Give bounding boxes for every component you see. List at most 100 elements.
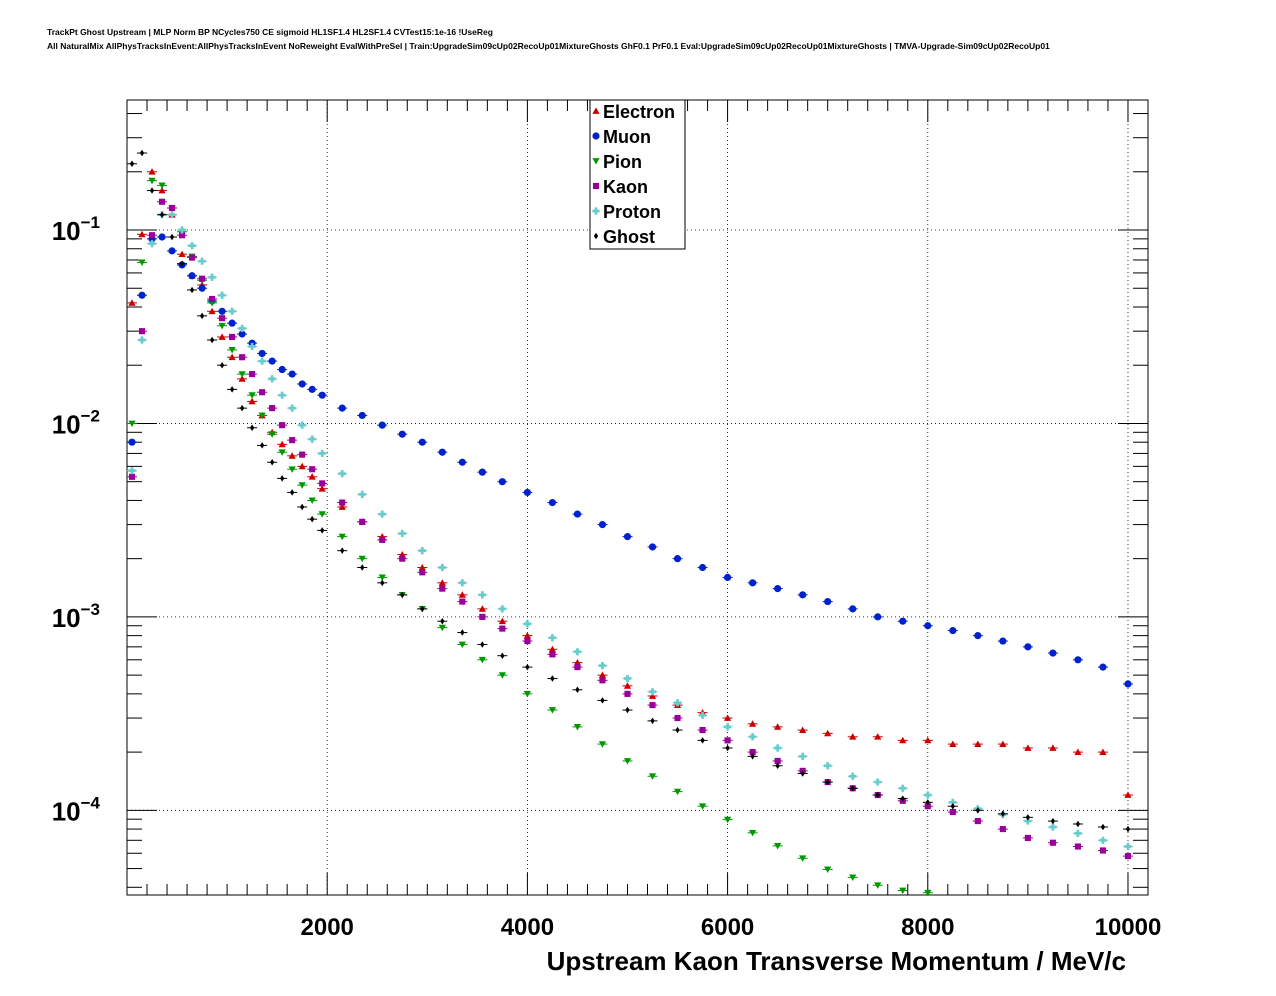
data-point: [218, 322, 226, 330]
data-point: [179, 260, 185, 267]
data-point: [623, 674, 632, 683]
data-point: [188, 242, 196, 250]
data-point: [169, 233, 175, 241]
data-point: [209, 295, 216, 303]
data-point: [849, 772, 857, 780]
data-point: [138, 230, 146, 238]
data-point: [269, 405, 276, 412]
data-point: [950, 802, 955, 810]
data-point: [648, 692, 657, 699]
data-point: [380, 579, 385, 587]
data-point: [850, 785, 855, 792]
data-point: [799, 591, 807, 599]
data-point: [675, 726, 680, 734]
data-point: [649, 702, 656, 709]
data-point: [398, 529, 406, 538]
data-point: [338, 533, 346, 541]
data-point: [1074, 748, 1082, 755]
data-point: [625, 706, 630, 714]
x-tick-label: 10000: [1095, 914, 1162, 941]
data-point: [480, 641, 485, 648]
data-point: [1075, 820, 1081, 828]
data-point: [1124, 791, 1132, 798]
data-point: [574, 664, 581, 671]
x-axis-label: Upstream Kaon Transverse Momentum / MeV/…: [547, 946, 1126, 976]
data-point: [874, 882, 882, 889]
data-point: [1124, 680, 1132, 688]
series-pion: [127, 177, 933, 897]
data-point: [300, 503, 305, 511]
data-point: [1074, 843, 1081, 850]
data-point: [650, 717, 655, 725]
data-point: [723, 723, 732, 731]
data-point: [289, 437, 296, 444]
data-point: [949, 798, 957, 806]
data-point: [1124, 853, 1132, 860]
data-point: [949, 740, 957, 747]
data-point: [128, 438, 136, 446]
data-point: [288, 466, 296, 473]
data-point: [899, 887, 907, 895]
data-point: [523, 632, 531, 639]
legend-box: [589, 99, 686, 250]
data-point: [548, 634, 557, 642]
y-tick-label: 10−3: [52, 600, 100, 633]
data-point: [999, 637, 1007, 645]
series-kaon: [127, 198, 1133, 860]
data-point: [1024, 643, 1032, 651]
data-point: [975, 807, 980, 814]
data-point: [148, 168, 156, 175]
y-tick-base: 10: [52, 796, 81, 826]
data-point: [439, 585, 446, 592]
data-point: [209, 336, 215, 344]
data-point: [698, 711, 707, 719]
legend-label-ghost: Ghost: [603, 227, 655, 247]
x-tick-label: 8000: [901, 914, 954, 941]
data-point: [219, 315, 226, 322]
legend-label-kaon: Kaon: [603, 177, 648, 197]
data-point: [1050, 817, 1056, 825]
data-point: [999, 826, 1006, 833]
data-point: [269, 459, 275, 466]
data-point: [924, 791, 932, 799]
data-point: [548, 498, 557, 507]
data-point: [523, 620, 531, 628]
data-point: [498, 478, 506, 486]
data-point: [598, 741, 607, 748]
legend-label-electron: Electron: [603, 102, 675, 122]
data-point: [458, 579, 466, 587]
data-point: [478, 605, 486, 612]
data-point: [749, 829, 757, 837]
data-point: [673, 555, 682, 563]
data-point: [599, 677, 606, 684]
data-point: [623, 682, 632, 689]
data-point: [749, 720, 757, 727]
data-point: [500, 652, 505, 659]
data-point: [178, 250, 186, 258]
data-point: [460, 629, 465, 636]
data-point: [178, 232, 186, 239]
data-point: [723, 573, 732, 582]
data-point: [924, 889, 932, 897]
data-point: [598, 662, 607, 670]
data-point: [1124, 842, 1132, 851]
data-point: [1025, 814, 1031, 821]
data-point: [899, 617, 907, 625]
data-point: [723, 816, 732, 824]
data-point: [573, 724, 582, 731]
data-point: [949, 808, 956, 816]
data-point: [229, 333, 236, 341]
y-tick-exponent: −1: [81, 213, 100, 232]
data-point: [600, 697, 605, 704]
data-point: [358, 411, 366, 420]
y-tick-labels: 10−110−210−310−4: [52, 213, 101, 826]
legend-marker-ghost: [593, 232, 599, 240]
data-point: [278, 440, 286, 448]
data-point: [279, 475, 285, 482]
data-point: [249, 424, 255, 431]
data-point: [478, 656, 486, 664]
data-point: [750, 753, 755, 760]
data-point: [128, 473, 136, 480]
data-point: [248, 342, 256, 351]
data-point: [338, 404, 346, 412]
